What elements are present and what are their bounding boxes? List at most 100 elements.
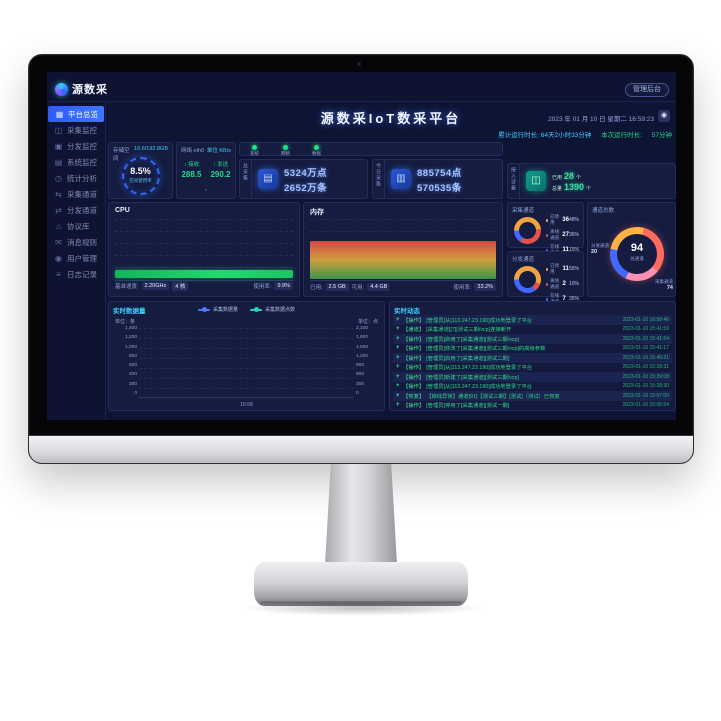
log-row[interactable]: + 【操作】 [管理员]启用了[采集通道][测试三期/vcp] 2023-01-10 … [393, 334, 672, 344]
expand-plus-icon[interactable]: + [396, 383, 400, 390]
cpu-chart [115, 219, 293, 281]
fullscreen-icon[interactable]: ◉ [658, 110, 670, 122]
device-used-value: 28 [564, 170, 575, 181]
sidebar-item-dispatch-channel[interactable]: ⇄ 分发通道 [47, 202, 105, 218]
log-row[interactable]: + 【操作】 [管理员]新建了[采集通道][测试三期/vcp] 2023-01-10 … [393, 372, 672, 382]
memory-title: 内存 [310, 209, 324, 216]
dashboard-screen: 源数采 管理后台 ▦ 平台总览 ◫ 采集监控 ▣ 分发监控 ▤ 系统监控 ◷ 统计分析 ⇆… [47, 72, 676, 420]
device-label: 接入设备 [508, 164, 520, 198]
network-unit: 单位 KB/s [206, 148, 231, 154]
realtime-activity-card: 实时动态 + 【操作】 [管理员]从[113.247.23.190]成功地登录了平台… [389, 301, 676, 411]
sidebar-item-label: 统计分析 [67, 173, 97, 183]
cpu-usage-value: 9.9% [274, 282, 293, 290]
expand-plus-icon[interactable]: + [396, 316, 400, 323]
expand-plus-icon[interactable]: + [396, 335, 400, 342]
user-icon: ◉ [55, 253, 62, 263]
log-row[interactable]: + 【操作】 [管理员]从[113.247.23.190]成功地登录了平台 2023-… [393, 362, 672, 372]
expand-plus-icon[interactable]: + [396, 326, 400, 333]
log-row[interactable]: + 【操作】 [管理员]停用了[采集通道][测试一期] 2023-01-10 15:0… [393, 400, 672, 410]
brand-logo-icon [55, 82, 68, 96]
sidebar-item-label: 采集通道 [67, 189, 97, 199]
sidebar-item-log-records[interactable]: ≡ 日志记录 [47, 266, 105, 282]
storage-gauge-ring [121, 157, 160, 195]
memory-used-label: 已用: [310, 285, 323, 291]
log-row[interactable]: + 【操作】 [管理员]从[113.247.23.190]成功地登录了平台 2023-… [393, 381, 672, 391]
network-sparkline: - [204, 187, 208, 194]
cpu-card: CPU 基准速度: 2.20GHz 4 核 使用率: 9.9% [108, 202, 300, 297]
sidebar-item-label: 协议库 [67, 221, 90, 231]
admin-backend-button[interactable]: 管理后台 [625, 83, 669, 97]
x-axis-tick: 16:58 [240, 402, 253, 408]
storage-title: 存储空间 [113, 148, 130, 162]
expand-plus-icon[interactable]: + [396, 364, 400, 371]
left-axis-unit: 单位：条 [115, 319, 136, 325]
realtime-activity-title: 实时动态 [394, 308, 420, 315]
expand-plus-icon[interactable]: + [396, 345, 400, 352]
device-card: 接入设备 ◫ 已用 28 个 总量 1390 个 [507, 163, 676, 199]
status-strip: 系统 网络 数据 [239, 142, 503, 156]
brand-name: 源数采 [72, 84, 108, 96]
sidebar-item-label: 分发监控 [67, 141, 97, 151]
sidebar-item-collect-monitor[interactable]: ◫ 采集监控 [47, 122, 105, 138]
memory-free-label: 可用: [351, 285, 365, 291]
monitor-icon: ▣ [54, 141, 63, 151]
log-row[interactable]: + 【通道】 [采集通道][7][测试三期/vcp]连接断开 2023-01-10 1… [393, 324, 672, 334]
sidebar-item-dispatch-monitor[interactable]: ▣ 分发监控 [47, 138, 105, 154]
right-axis-unit: 单位：点 [357, 319, 378, 325]
sidebar-item-collect-channel[interactable]: ⇆ 采集通道 [47, 186, 105, 202]
legend-series-2[interactable]: 采集数据点数 [250, 306, 295, 313]
rt-chart-legend: 采集数据量 采集数据点数 [109, 306, 384, 313]
dispatch-channel-donut [514, 266, 541, 293]
expand-plus-icon[interactable]: + [396, 402, 400, 409]
legend-series-1[interactable]: 采集数据量 [197, 306, 238, 313]
today-collect-card: 今日采集 ▥ 885754点 570535条 [372, 159, 503, 199]
device-total-line: 总量 1390 个 [552, 181, 592, 192]
expand-plus-icon[interactable]: + [396, 392, 400, 399]
sidebar-item-platform-overview[interactable]: ▦ 平台总览 [48, 106, 104, 122]
log-row[interactable]: + 【操作】 [管理员]启用了[采集通道][测试二期] 2023-01-10 15:4… [393, 353, 672, 363]
send-label: ↑ 发送 [212, 162, 229, 168]
device-used-line: 已用 28 个 [552, 170, 582, 181]
collect-channel-donut [514, 217, 541, 244]
status-network: 网络 [281, 145, 290, 157]
log-row[interactable]: + 【恢复】 【掉线异常】通道[91]【测试三期】[测试]（测试）已恢复 2023-0… [393, 391, 672, 401]
sidebar-item-message-rules[interactable]: ✉ 消息规则 [47, 234, 105, 250]
expand-plus-icon[interactable]: + [396, 354, 400, 361]
log-row[interactable]: + 【操作】 [管理员]修改了[采集通道][测试三期/vcp]的高级参数 2023-0… [393, 343, 672, 353]
webcam-dot [357, 62, 361, 66]
sidebar-item-protocol-library[interactable]: ⌂ 协议库 [47, 218, 105, 234]
memory-card: 内存 已用: 2.5 GB 可用: 4.4 GB 使用率: 33.2% [303, 202, 503, 297]
sidebar-item-user-management[interactable]: ◉ 用户管理 [47, 250, 105, 266]
system-status-dot [252, 145, 257, 150]
uptime-session-label: 本次运行时长: [601, 132, 642, 139]
datetime-label: 2023 年 01 月 10 日 星期二 16:59:23 [548, 116, 654, 123]
dispatch-channel-title: 分发通道 [512, 257, 535, 263]
monitor-shadow [238, 600, 484, 616]
memory-used-value: 2.5 GB [325, 283, 349, 291]
storage-sub-label: 空间使用率 [129, 178, 152, 183]
dispatch-callout: 分发通道 20 [591, 243, 609, 255]
cpu-usage-label: 使用率: [253, 284, 272, 290]
channel-total-card: 通道总数 94 总通道 分发通道 20 采集通道 74 [587, 202, 676, 297]
device-total-value: 1390 [564, 181, 585, 192]
activity-log-list: + 【操作】 [管理员]从[113.247.23.190]成功地登录了平台 2023-… [393, 315, 672, 410]
memory-usage-value: 33.2% [474, 283, 496, 291]
sidebar-item-system-monitor[interactable]: ▤ 系统监控 [47, 154, 105, 170]
sidebar-item-statistics[interactable]: ◷ 统计分析 [47, 170, 105, 186]
log-row[interactable]: + 【操作】 [管理员]从[113.247.23.190]成功地登录了平台 2023-… [393, 315, 672, 325]
main-area: 源数采IoT数采平台 2023 年 01 月 10 日 星期二 16:59:23… [106, 102, 676, 420]
uptime-total-label: 累计运行时长: [498, 132, 539, 139]
sidebar-item-label: 用户管理 [67, 253, 97, 263]
status-system: 系统 [250, 145, 259, 157]
list-icon: ≡ [56, 269, 61, 279]
rt-chart-plot-area [139, 328, 354, 398]
today-records: 570535条 [417, 182, 462, 194]
memory-chart [310, 219, 496, 281]
brand: 源数采 [55, 81, 108, 97]
gateway-icon: ◫ [526, 171, 546, 191]
legend-marker-blue [197, 307, 210, 312]
expand-plus-icon[interactable]: + [396, 373, 400, 380]
storage-card: 存储空间 16.6/192.8GB 8.5% 空间使用率 [108, 142, 173, 199]
total-records: 2652万条 [284, 182, 328, 194]
